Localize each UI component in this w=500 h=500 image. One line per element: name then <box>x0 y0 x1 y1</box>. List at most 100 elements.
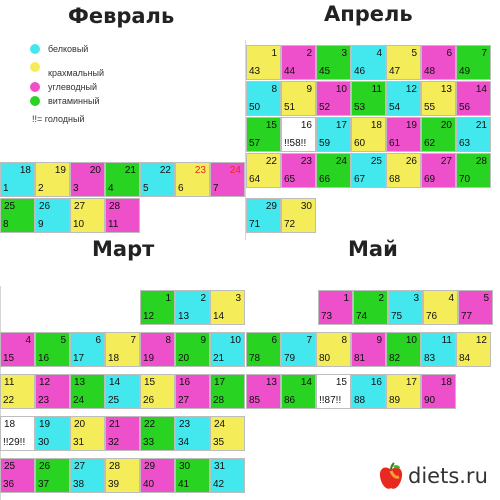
day-cell: 21 32 <box>105 416 140 451</box>
day-cell: 2 13 <box>175 290 210 325</box>
month-day: 24 <box>335 156 347 167</box>
day-number: 71 <box>249 219 261 230</box>
day-number: 86 <box>284 395 296 406</box>
month-day: 11 <box>371 84 382 95</box>
month-day: 17 <box>214 377 226 388</box>
legend-label: крахмальный <box>48 68 105 78</box>
day-number: 59 <box>319 138 331 149</box>
day-cell: 23 6 <box>175 162 210 197</box>
day-cell: 17 28 <box>210 374 245 409</box>
month-day: 21 <box>109 419 121 430</box>
month-day: 19 <box>405 120 417 131</box>
day-cell: 24 35 <box>210 416 245 451</box>
diets-logo[interactable]: diets.ru <box>378 462 498 494</box>
day-cell: 22 33 <box>140 416 175 451</box>
month-day: 12 <box>475 335 487 346</box>
month-day: 12 <box>39 377 51 388</box>
cyan-dot-icon <box>30 44 40 54</box>
day-number: 52 <box>319 102 331 113</box>
day-number: 38 <box>73 479 85 490</box>
day-cell: 10 52 <box>316 81 351 116</box>
day-cell: 7 18 <box>105 332 140 367</box>
day-number: 77 <box>461 311 473 322</box>
day-cell: 26 37 <box>35 458 70 493</box>
day-number: 63 <box>459 138 471 149</box>
month-day: 7 <box>306 335 312 346</box>
day-cell: 8 19 <box>140 332 175 367</box>
day-number: 37 <box>38 479 50 490</box>
month-day: 30 <box>300 201 312 212</box>
month-day: 21 <box>475 120 487 131</box>
day-cell: 25 67 <box>351 153 386 188</box>
day-cell: 1 43 <box>246 45 281 80</box>
day-number: 16 <box>38 353 50 364</box>
day-number: 72 <box>284 219 296 230</box>
day-cell: 16 !!58!! <box>281 117 316 152</box>
month-day: 11 <box>441 335 452 346</box>
day-number: 32 <box>108 437 120 448</box>
day-number: 81 <box>354 353 366 364</box>
day-cell: 8 80 <box>316 332 351 367</box>
day-cell: 6 17 <box>70 332 105 367</box>
day-cell: 28 39 <box>105 458 140 493</box>
month-day: 8 <box>165 335 171 346</box>
day-number: 9 <box>38 219 44 230</box>
month-day: 13 <box>440 84 452 95</box>
day-cell: 17 89 <box>386 374 421 409</box>
month-day: 13 <box>74 377 86 388</box>
day-number: 1 <box>3 183 9 194</box>
day-cell: 19 2 <box>35 162 70 197</box>
day-cell: 16 88 <box>351 374 386 409</box>
month-day: 28 <box>475 156 487 167</box>
day-number: 40 <box>143 479 155 490</box>
day-cell: 22 5 <box>140 162 175 197</box>
month-day: 19 <box>54 165 66 176</box>
day-number: 50 <box>249 102 261 113</box>
month-day: 5 <box>411 48 417 59</box>
day-cell: 2 74 <box>353 290 388 325</box>
day-cell: 19 61 <box>386 117 421 152</box>
month-day: 19 <box>39 419 51 430</box>
day-number: 43 <box>249 66 261 77</box>
title-april: Апрель <box>324 2 413 26</box>
month-day: 30 <box>179 461 191 472</box>
day-cell: 26 9 <box>35 198 70 233</box>
day-cell: 1 12 <box>140 290 175 325</box>
month-day: 11 <box>4 377 15 388</box>
day-cell: 4 46 <box>351 45 386 80</box>
month-day: 16 <box>179 377 191 388</box>
day-cell: 7 49 <box>456 45 491 80</box>
month-day: 4 <box>448 293 454 304</box>
day-cell: 4 76 <box>423 290 458 325</box>
day-cell: 14 86 <box>281 374 316 409</box>
day-cell: 15 !!87!! <box>316 374 351 409</box>
day-cell: 9 81 <box>351 332 386 367</box>
day-number: !!87!! <box>319 395 342 406</box>
day-cell: 24 7 <box>210 162 245 197</box>
day-cell: 16 27 <box>175 374 210 409</box>
day-cell: 28 11 <box>105 198 140 233</box>
day-number: 46 <box>354 66 366 77</box>
month-day: 4 <box>25 335 31 346</box>
day-number: 15 <box>3 353 15 364</box>
month-day: 14 <box>109 377 121 388</box>
day-cell: 2 44 <box>281 45 316 80</box>
month-day: 14 <box>300 377 312 388</box>
month-day: 5 <box>483 293 489 304</box>
month-day: 26 <box>405 156 417 167</box>
day-number: 67 <box>354 174 366 185</box>
day-cell: 18 90 <box>421 374 456 409</box>
legend-item-carb: углеводный <box>30 82 150 94</box>
day-cell: 29 40 <box>140 458 175 493</box>
day-number: 73 <box>321 311 333 322</box>
day-cell: 7 79 <box>281 332 316 367</box>
day-number: 18 <box>108 353 120 364</box>
day-cell: 19 30 <box>35 416 70 451</box>
title-march: Март <box>92 237 155 261</box>
title-may: Май <box>348 237 398 261</box>
day-cell: 27 69 <box>421 153 456 188</box>
day-number: 4 <box>108 183 114 194</box>
day-cell: 31 42 <box>210 458 245 493</box>
day-number: 51 <box>284 102 296 113</box>
day-cell: 14 56 <box>456 81 491 116</box>
